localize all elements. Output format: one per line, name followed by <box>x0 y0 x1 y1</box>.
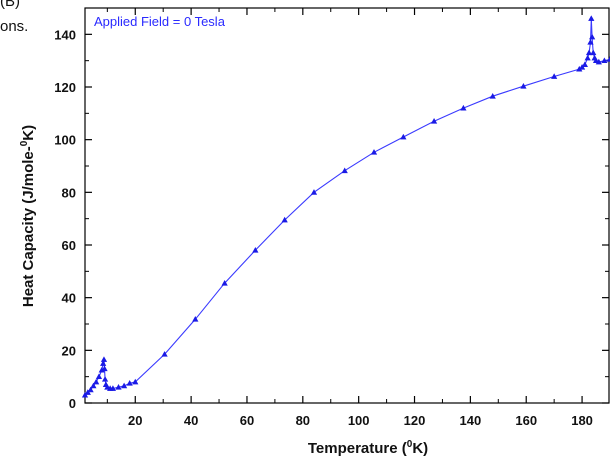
data-point <box>101 376 109 382</box>
data-point <box>606 56 610 62</box>
data-point <box>587 39 594 45</box>
chart-axes <box>84 7 610 404</box>
data-point <box>101 365 108 372</box>
y-tick-label: 80 <box>62 185 76 200</box>
y-tick-label: 0 <box>69 396 76 411</box>
data-point <box>460 104 467 111</box>
data-point <box>584 54 591 61</box>
data-point <box>590 49 597 56</box>
data-point <box>95 373 103 380</box>
x-tick-label: 100 <box>348 413 370 428</box>
data-point <box>252 247 259 253</box>
data-point <box>93 378 100 385</box>
cropped-caption-fragment: ons. <box>0 18 29 35</box>
data-point <box>430 118 438 124</box>
series-line <box>84 18 610 396</box>
data-point <box>601 57 608 64</box>
data-point <box>281 216 288 223</box>
x-tick-label: 160 <box>515 413 537 428</box>
y-tick-label: 100 <box>54 133 76 148</box>
x-tick-label: 20 <box>128 413 142 428</box>
data-point <box>90 382 97 389</box>
data-point <box>595 58 602 65</box>
data-point <box>520 82 527 89</box>
y-tick-label: 140 <box>54 27 76 42</box>
data-point <box>192 316 199 322</box>
plot-frame <box>84 7 610 404</box>
data-point <box>126 380 133 386</box>
x-tick-label: 60 <box>240 413 254 428</box>
x-tick-label: 120 <box>404 413 426 428</box>
data-point <box>489 92 496 99</box>
data-point <box>87 386 94 393</box>
data-point <box>100 356 108 362</box>
data-point <box>589 33 596 40</box>
chart-series <box>81 15 610 398</box>
y-tick-label: 40 <box>62 291 76 306</box>
data-point <box>585 49 593 56</box>
y-tick-label: 60 <box>62 238 76 253</box>
cropped-label-b: (B) <box>0 0 20 10</box>
y-axis-label: Heat Capacity (J/mole-0K) <box>19 125 37 307</box>
data-point <box>100 360 107 366</box>
x-axis-label: Temperature (0K) <box>308 439 428 457</box>
x-tick-label: 180 <box>571 413 593 428</box>
data-point <box>161 351 168 357</box>
x-tick-label: 140 <box>460 413 482 428</box>
y-tick-label: 20 <box>62 343 76 358</box>
data-point <box>581 61 588 67</box>
data-point <box>132 378 139 385</box>
data-point <box>551 73 558 79</box>
data-point <box>310 189 318 195</box>
x-tick-label: 80 <box>296 413 310 428</box>
data-point <box>400 133 407 140</box>
data-point <box>370 149 378 155</box>
chart-ticks: 20 40 60 80 100 120 140 160 180 0 20 40 60 80 100 120 14… <box>54 8 609 428</box>
applied-field-annotation: Applied Field = 0 Tesla <box>94 14 226 29</box>
x-tick-label: 40 <box>184 413 198 428</box>
data-point <box>120 382 128 389</box>
data-point <box>109 385 117 391</box>
data-point <box>341 167 348 174</box>
y-tick-label: 120 <box>54 80 76 95</box>
data-point <box>221 279 228 286</box>
data-point <box>115 383 122 390</box>
data-point <box>588 15 595 21</box>
